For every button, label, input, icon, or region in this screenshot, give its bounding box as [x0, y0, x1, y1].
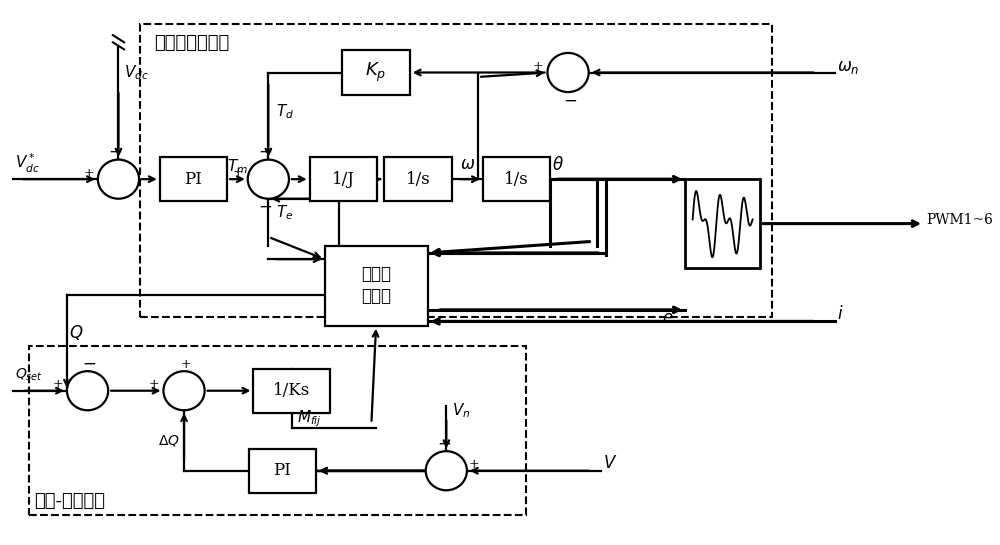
Circle shape: [98, 160, 139, 199]
Text: −: −: [563, 93, 577, 110]
Text: $V$: $V$: [603, 455, 617, 472]
Bar: [685, 179, 760, 268]
Text: −: −: [438, 435, 451, 452]
Text: −: −: [259, 144, 272, 161]
Text: 1/Ks: 1/Ks: [273, 382, 310, 399]
Text: $i$: $i$: [837, 305, 843, 323]
Text: PWM1~6: PWM1~6: [926, 213, 993, 227]
Text: +: +: [52, 378, 63, 391]
Text: 1/s: 1/s: [406, 171, 431, 187]
Text: $K_p$: $K_p$: [365, 61, 387, 84]
Text: $V_n$: $V_n$: [452, 401, 470, 420]
Text: $\Delta Q$: $\Delta Q$: [158, 433, 179, 448]
Bar: [342, 50, 410, 95]
Circle shape: [248, 160, 289, 199]
Text: 功率计
算部分: 功率计 算部分: [361, 267, 391, 305]
Circle shape: [426, 451, 467, 490]
Bar: [29, 346, 526, 515]
Bar: [483, 157, 550, 202]
Text: +: +: [469, 458, 480, 471]
Text: $\omega$: $\omega$: [460, 156, 475, 173]
Text: −: −: [259, 199, 272, 216]
Text: $Q$: $Q$: [69, 323, 83, 342]
Text: $e$: $e$: [662, 310, 674, 327]
Text: +: +: [83, 167, 94, 180]
Circle shape: [67, 371, 108, 410]
Bar: [160, 157, 227, 202]
Text: PI: PI: [184, 171, 202, 187]
Text: $T_m$: $T_m$: [227, 158, 248, 176]
Text: +: +: [533, 60, 543, 73]
Text: 1/J: 1/J: [332, 171, 355, 187]
Text: $V_{dc}$: $V_{dc}$: [124, 63, 149, 82]
Text: 无功-电压模块: 无功-电压模块: [34, 492, 105, 510]
Text: 惯性、阻尼模块: 惯性、阻尼模块: [154, 34, 229, 52]
Text: $M_{fij}$: $M_{fij}$: [297, 409, 322, 429]
Text: PI: PI: [273, 462, 291, 479]
Text: 1/s: 1/s: [504, 171, 529, 187]
Text: $\omega_n$: $\omega_n$: [837, 59, 859, 76]
Bar: [249, 449, 316, 493]
Text: −: −: [82, 355, 96, 373]
Text: +: +: [149, 378, 159, 391]
Text: −: −: [109, 144, 123, 161]
Bar: [384, 157, 452, 202]
Circle shape: [547, 53, 589, 92]
Circle shape: [163, 371, 205, 410]
Text: $T_e$: $T_e$: [276, 204, 293, 222]
Text: $T_d$: $T_d$: [276, 102, 294, 121]
Bar: [310, 157, 377, 202]
Text: $V_{dc}^*$: $V_{dc}^*$: [15, 152, 40, 175]
Bar: [325, 246, 428, 326]
Text: +: +: [233, 166, 244, 179]
Bar: [253, 368, 330, 413]
Text: $Q_{set}$: $Q_{set}$: [15, 367, 43, 383]
Text: $\theta$: $\theta$: [552, 156, 564, 174]
Text: +: +: [181, 358, 191, 371]
Bar: [140, 23, 772, 317]
